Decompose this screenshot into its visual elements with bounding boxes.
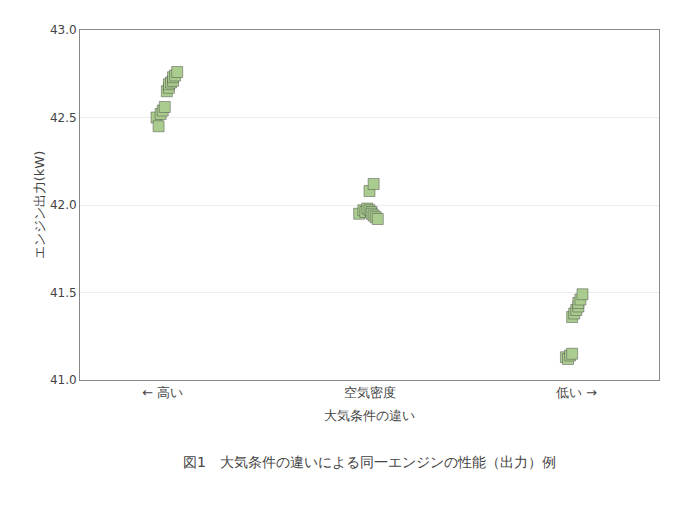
svg-text:41.5: 41.5 [50, 286, 77, 300]
svg-text:空気密度: 空気密度 [344, 385, 396, 400]
svg-text:エンジン出力(kW): エンジン出力(kW) [32, 151, 47, 260]
svg-text:図1 大気条件の違いによる同一エンジンの性能（出力）例: 図1 大気条件の違いによる同一エンジンの性能（出力）例 [183, 454, 556, 470]
svg-text:低い →: 低い → [556, 385, 597, 400]
svg-text:大気条件の違い: 大気条件の違い [324, 408, 415, 423]
svg-text:41.0: 41.0 [50, 373, 77, 387]
svg-text:42.5: 42.5 [50, 111, 77, 125]
svg-text:← 高い: ← 高い [142, 385, 183, 400]
svg-text:42.0: 42.0 [50, 198, 77, 212]
svg-text:43.0: 43.0 [50, 23, 77, 37]
